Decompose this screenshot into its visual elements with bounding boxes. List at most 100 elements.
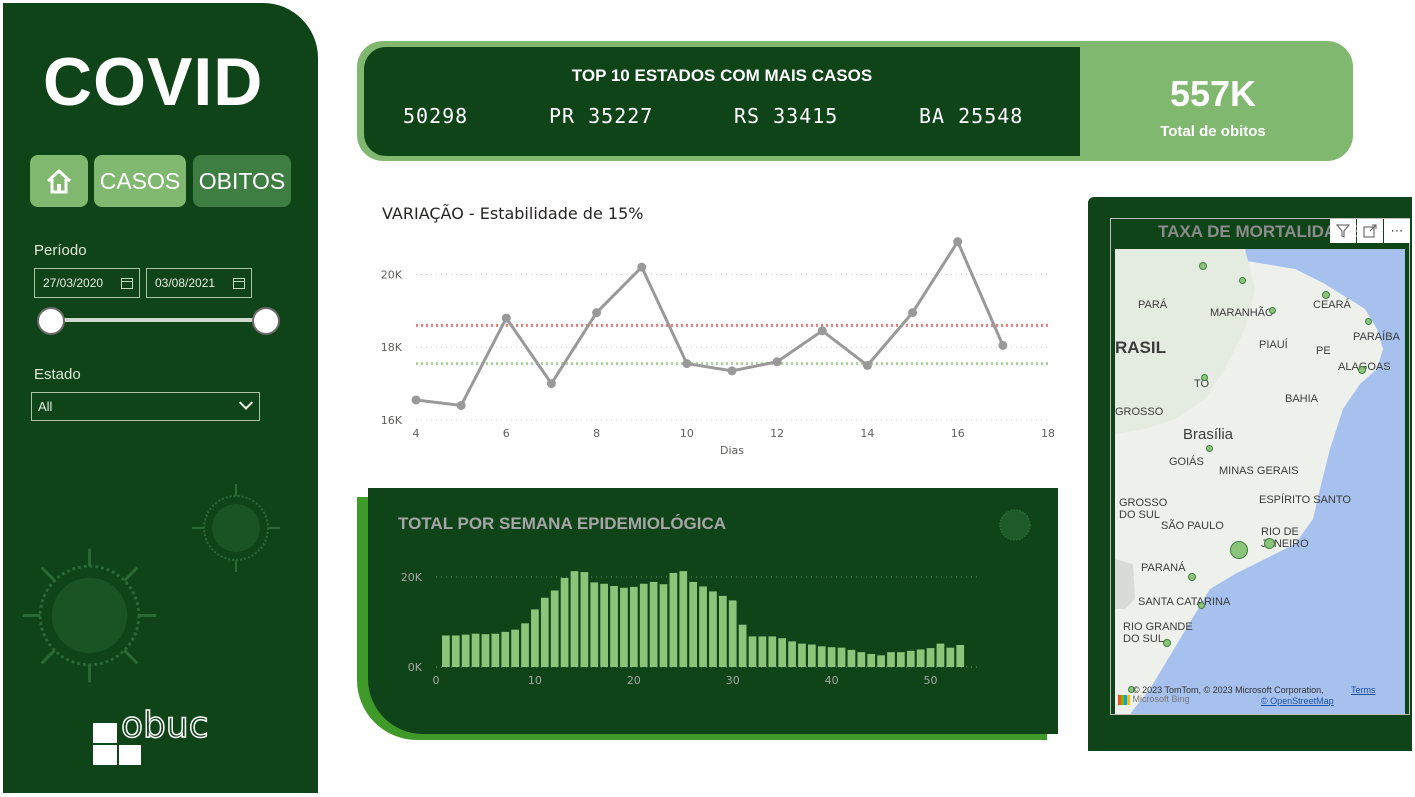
casos-button[interactable]: CASOS — [94, 155, 186, 207]
bar — [451, 635, 460, 667]
state-select[interactable]: All — [31, 392, 260, 421]
map-land-shape — [1115, 249, 1383, 714]
map-label: GROSSO DO SUL — [1119, 497, 1168, 521]
bar — [620, 587, 628, 667]
map-label: RIO GRANDE DO SUL — [1123, 621, 1193, 645]
bar — [540, 597, 549, 667]
date-start-input[interactable]: 27/03/2020 — [34, 268, 140, 298]
bar — [817, 646, 826, 667]
bar — [600, 583, 609, 667]
calendar-icon[interactable] — [121, 277, 133, 289]
y-tick-label: 20K — [401, 571, 423, 584]
top-states-panel — [364, 47, 1080, 156]
bar — [798, 643, 806, 667]
bar — [590, 582, 599, 667]
map-label: PARÁ — [1138, 299, 1168, 311]
period-label: Período — [34, 242, 87, 259]
map-osm-link[interactable]: © OpenStreetMap — [1261, 696, 1334, 706]
x-tick-label: 8 — [593, 427, 600, 440]
date-end-input[interactable]: 03/08/2021 — [146, 268, 252, 298]
map-terms-link[interactable]: Terms — [1351, 685, 1376, 695]
period-slider-track[interactable] — [51, 318, 266, 322]
data-point — [546, 379, 556, 389]
map-bubble[interactable] — [1358, 366, 1366, 374]
bar — [788, 641, 796, 667]
x-tick-label: 12 — [770, 427, 784, 440]
y-tick-label: 16K — [381, 414, 403, 427]
bar — [867, 653, 876, 667]
bar — [837, 647, 846, 667]
home-button[interactable] — [30, 155, 88, 207]
map-bubble[interactable] — [1264, 538, 1275, 549]
map-bubble[interactable] — [1206, 445, 1213, 452]
bar — [511, 629, 519, 667]
bar — [679, 571, 688, 667]
map-bubble[interactable] — [1239, 277, 1246, 284]
map-bubble[interactable] — [1198, 602, 1205, 609]
map-label: RASIL — [1115, 338, 1166, 357]
x-tick-label: 30 — [726, 674, 740, 687]
map-label: CEARÁ — [1313, 299, 1351, 311]
bar — [946, 647, 955, 667]
bar — [689, 581, 698, 667]
x-tick-label: 10 — [528, 674, 542, 687]
x-tick-label: 40 — [825, 674, 839, 687]
bar — [550, 590, 559, 667]
bar — [897, 652, 905, 667]
app-title: COVID — [43, 44, 264, 120]
data-point — [772, 357, 782, 367]
map-bubble[interactable] — [1201, 374, 1208, 381]
bar — [649, 581, 658, 667]
sidebar: COVID CASOS OBITOS Período 27/03/2020 03… — [3, 3, 318, 793]
map-bubble[interactable] — [1269, 307, 1276, 314]
map-label: MINAS GERAIS — [1219, 465, 1299, 477]
filter-icon[interactable] — [1330, 219, 1356, 243]
weekly-bar-chart[interactable]: 20K 0K 0 10 20 30 40 50 — [368, 560, 1058, 700]
period-slider-start-handle[interactable] — [37, 307, 65, 335]
bar — [570, 571, 579, 667]
y-tick-label: 0K — [408, 661, 423, 674]
map-bubble[interactable] — [1322, 291, 1330, 299]
map-label: SÃO PAULO — [1161, 520, 1224, 532]
top-states-title: TOP 10 ESTADOS COM MAIS CASOS — [571, 66, 873, 85]
virus-decoration-icon — [22, 548, 157, 683]
map-label: ESPÍRITO SANTO — [1259, 494, 1351, 506]
map-bubble[interactable] — [1188, 573, 1196, 581]
focus-mode-icon[interactable] — [1357, 219, 1383, 243]
data-point — [998, 340, 1008, 350]
more-options-icon[interactable]: ⋯ — [1384, 219, 1410, 243]
map-bubble[interactable] — [1163, 639, 1171, 647]
map-title: TAXA DE MORTALIDADE — [1158, 222, 1360, 241]
obitos-button[interactable]: OBITOS — [193, 155, 291, 207]
map-bubble[interactable] — [1128, 686, 1135, 693]
x-tick-label: 14 — [860, 427, 874, 440]
brand-text: obuc — [121, 705, 209, 746]
bar — [877, 655, 885, 667]
virus-decoration-icon — [192, 484, 280, 572]
data-point — [411, 395, 421, 405]
bar — [709, 591, 717, 667]
home-icon — [46, 169, 72, 194]
data-point — [727, 366, 737, 376]
data-point — [953, 237, 963, 247]
variation-line-chart[interactable]: 20K 18K 16K 4 6 8 10 12 14 16 18 Dias — [370, 228, 1060, 468]
bar — [916, 649, 925, 667]
total-deaths-value: 557K — [1169, 73, 1257, 114]
bar — [906, 650, 915, 667]
map-bubble[interactable] — [1230, 541, 1248, 559]
mortality-map[interactable]: PARÁ MARANHÃO CEARÁ PIAUÍ PE PARAÍBA ALA… — [1115, 249, 1405, 714]
date-start-value: 27/03/2020 — [43, 276, 104, 290]
chevron-down-icon[interactable] — [238, 395, 254, 410]
period-slider-end-handle[interactable] — [252, 307, 280, 335]
x-tick-label: 10 — [680, 427, 694, 440]
bar — [748, 636, 757, 667]
brand-logo: obuc — [93, 704, 209, 765]
map-bubble[interactable] — [1365, 318, 1372, 325]
data-point — [817, 326, 827, 336]
map-bubble[interactable] — [1199, 262, 1207, 270]
x-tick-label: 16 — [951, 427, 965, 440]
data-point — [682, 359, 692, 369]
calendar-icon[interactable] — [233, 277, 245, 289]
bar — [442, 635, 450, 667]
